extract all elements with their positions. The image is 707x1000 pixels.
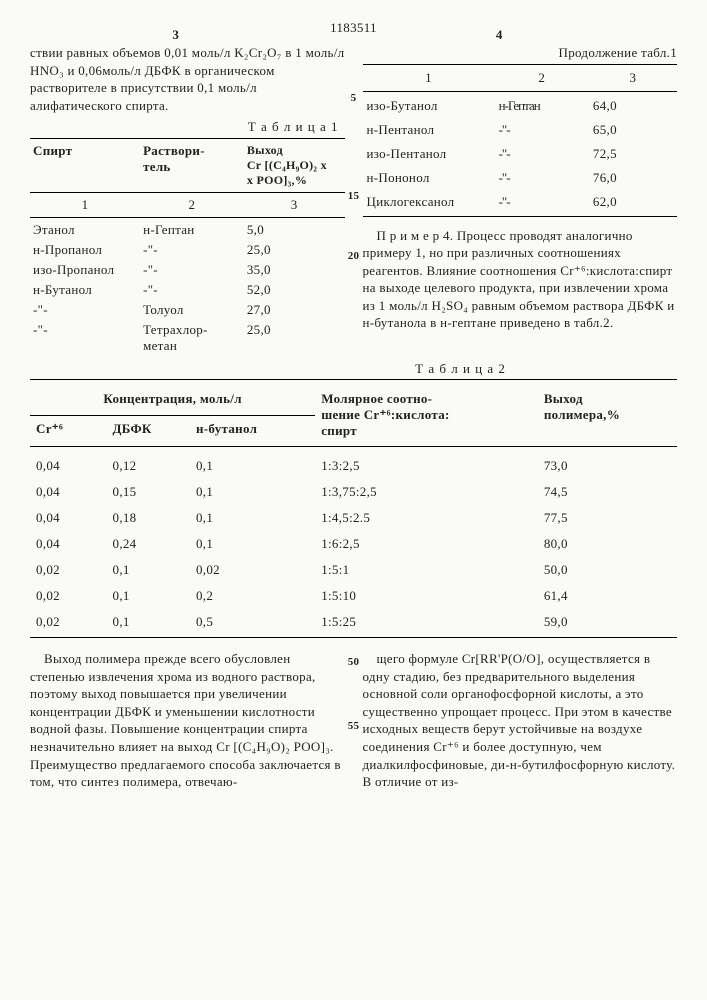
- table-row: Циклогексанол-"-62,0: [363, 190, 678, 214]
- t2-group-hdr: Концентрация, моль/л: [30, 386, 315, 415]
- col-label-right: 4: [496, 27, 503, 43]
- t1c-sub-2: 2: [495, 67, 589, 89]
- table-row: 0,040,120,11:3:2,573,0: [30, 453, 677, 479]
- table-row: 0,020,10,021:5:150,0: [30, 557, 677, 583]
- table-row: -"-Толуол27,0: [30, 300, 345, 320]
- table1-sub-1: 1: [30, 195, 140, 215]
- patent-number: 1183511: [30, 20, 677, 36]
- bottom-right-text: щего формуле Cr[RR'P(O/O], осуществляетс…: [363, 650, 678, 790]
- t2-sub-3: н-бутанол: [190, 415, 315, 444]
- table-row: 0,040,180,11:4,5:2.577,5: [30, 505, 677, 531]
- table-row: 0,020,10,51:5:2559,0: [30, 609, 677, 635]
- line-marker-55: 55: [348, 720, 360, 732]
- intro-text: ствии равных объемов 0,01 моль/л K₂Cr₂O₇…: [30, 44, 345, 114]
- table-1: Спирт Раствори- тель Выход Cr [(C₄H₉O)₂ …: [30, 141, 345, 190]
- example-4: П р и м е р 4. Процесс проводят аналогич…: [363, 227, 678, 332]
- table-row: изо-Пентанол-"-72,5: [363, 142, 678, 166]
- t2-sub-1: Cr⁺⁶: [30, 415, 107, 444]
- table2-body: 0,040,120,11:3:2,573,00,040,150,11:3,75:…: [30, 453, 677, 635]
- table-row: -"-Тетрахлор- метан25,0: [30, 320, 345, 356]
- table1-body: Этанолн-Гептан5,0н-Пропанол-"-25,0изо-Пр…: [30, 220, 345, 356]
- table1cont-body: изо-Бутанолн-Гептан64,0н-Пентанол-"-65,0…: [363, 94, 678, 214]
- table-row: изо-Бутанолн-Гептан64,0: [363, 94, 678, 118]
- table-row: изо-Пропанол-"-35,0: [30, 260, 345, 280]
- t2-hdr-4: Молярное соотно- шение Cr⁺⁶:кислота: спи…: [315, 386, 538, 444]
- table-row: 0,020,10,21:5:1061,4: [30, 583, 677, 609]
- table2-title: Т а б л и ц а 2: [250, 360, 671, 378]
- table-row: Этанолн-Гептан5,0: [30, 220, 345, 240]
- bottom-right-col: щего формуле Cr[RR'P(O/O], осуществляетс…: [363, 648, 678, 792]
- bottom-left-text: Выход полимера прежде всего обусловлен с…: [30, 650, 345, 790]
- table1-hdr-1: Спирт: [30, 141, 140, 190]
- table1-subhdr: 1 2 3: [30, 195, 345, 215]
- line-marker-5: 5: [351, 92, 357, 104]
- table-row: н-Пропанол-"-25,0: [30, 240, 345, 260]
- col-label-left: 3: [172, 27, 179, 43]
- t1c-sub-1: 1: [363, 67, 495, 89]
- line-marker-50: 50: [348, 656, 360, 668]
- cont-title: Продолжение табл.1: [363, 44, 678, 62]
- table1-hdr-2: Раствори- тель: [140, 141, 244, 190]
- t1c-sub-3: 3: [589, 67, 677, 89]
- table1-sub-2: 2: [140, 195, 244, 215]
- table1-title: Т а б л и ц а 1: [30, 118, 339, 136]
- table-row: н-Пононол-"-76,0: [363, 166, 678, 190]
- table-row: н-Пентанол-"-65,0: [363, 118, 678, 142]
- left-column: ствии равных объемов 0,01 моль/л K₂Cr₂O₇…: [30, 42, 345, 356]
- table-2: Концентрация, моль/л Молярное соотно- ше…: [30, 386, 677, 444]
- table1-sub-3: 3: [244, 195, 345, 215]
- t2-sub-2: ДБФК: [107, 415, 190, 444]
- bottom-left-col: Выход полимера прежде всего обусловлен с…: [30, 648, 345, 792]
- table-row: н-Бутанол-"-52,0: [30, 280, 345, 300]
- table-row: 0,040,150,11:3,75:2,574,5: [30, 479, 677, 505]
- t2-hdr-5: Выход полимера,%: [538, 386, 677, 444]
- line-marker-20: 20: [348, 250, 360, 262]
- table1-hdr-3: Выход Cr [(C₄H₉O)₂ x x POO]₃,%: [244, 141, 345, 190]
- line-marker-15: 15: [348, 190, 360, 202]
- table1cont-subhdr: 1 2 3: [363, 67, 678, 89]
- right-column: Продолжение табл.1 1 2 3 изо-Бутанолн-Ге…: [363, 42, 678, 356]
- table-row: 0,040,240,11:6:2,580,0: [30, 531, 677, 557]
